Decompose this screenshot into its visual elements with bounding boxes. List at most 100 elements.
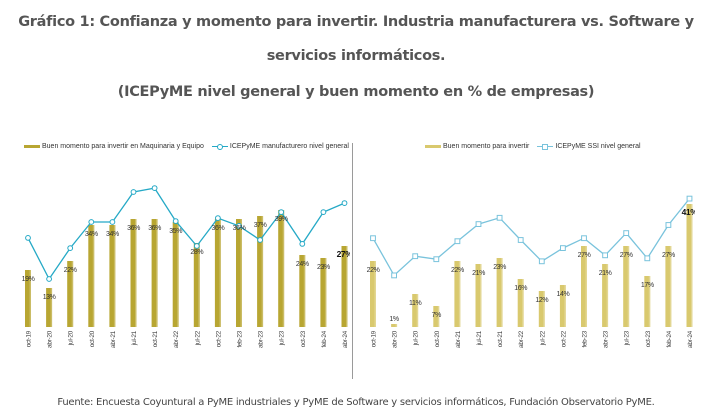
software-index-point-jul-23 [623, 230, 630, 236]
manufacturing-index-point-abr-22 [172, 218, 179, 224]
manufacturing-x-tick-oct-20: oct-20 [89, 330, 96, 347]
software-index-line [372, 198, 691, 277]
software-bar-highlight [374, 261, 376, 327]
software-bar-abr-20 [391, 324, 398, 327]
software-data-label-abr-24: 41% [682, 207, 695, 217]
software-index-point-oct-19 [370, 235, 376, 242]
manufacturing-x-tick-jul-20: jul-20 [68, 330, 75, 346]
manufacturing-data-label-oct-20: 34% [85, 231, 98, 238]
manufacturing-x-tick-abr-23: abr-23 [258, 330, 265, 348]
software-bar-abr-21 [454, 261, 461, 327]
software-x-tick-abr-22: abr-22 [518, 330, 525, 348]
software-x-tick-jul-22: jul-22 [539, 330, 546, 346]
software-x-tick-feb-24: feb-24 [666, 330, 673, 347]
manufacturing-data-label-jul-22: 28% [190, 249, 203, 256]
software-data-label-oct-21: 23% [493, 264, 506, 271]
software-data-label-jul-20: 11% [409, 300, 421, 307]
software-x-tick-oct-22: oct-22 [560, 330, 567, 347]
software-bar-highlight [543, 291, 545, 327]
software-data-label-oct-20: 7% [432, 312, 441, 319]
software-index-point-abr-21 [454, 238, 461, 245]
software-index-point-jul-20 [412, 253, 419, 260]
manufacturing-bar-abr-20 [46, 288, 53, 327]
software-data-label-oct-19: 22% [367, 267, 380, 274]
software-x-tick-abr-24: abr-24 [687, 330, 694, 348]
software-index-point-jul-21 [475, 221, 482, 228]
software-bar-highlight [480, 264, 482, 327]
manufacturing-x-tick-abr-24: abr-24 [342, 330, 349, 348]
manufacturing-index-line [27, 187, 345, 281]
manufacturing-index-point-abr-24 [341, 200, 348, 206]
software-bar-highlight [648, 276, 651, 327]
chart-subtitle: (ICEPyME nivel general y buen momento en… [117, 84, 595, 100]
software-bar-highlight [458, 261, 461, 327]
software-index-point-abr-22 [517, 237, 524, 243]
manufacturing-bar-feb-23 [236, 219, 242, 327]
manufacturing-bar-highlight [240, 219, 242, 327]
software-bar-highlight [606, 264, 609, 327]
manufacturing-bar-highlight [219, 219, 221, 327]
chart-software: 22% 1% 11% 7% 22% 21% 23% 16% 12% 14% 27% 21% 27% 17%… [367, 195, 695, 348]
manufacturing-bar-highlight [177, 222, 179, 327]
manufacturing-bar-jul-23 [278, 210, 285, 327]
software-bar-highlight [437, 306, 440, 327]
manufacturing-bar-oct-23 [299, 255, 306, 327]
manufacturing-bar-highlight [261, 216, 264, 327]
software-data-label-feb-23: 27% [578, 252, 591, 259]
manufacturing-x-tick-abr-20: abr-20 [47, 330, 54, 348]
manufacturing-x-tick-oct-21: oct-21 [152, 330, 159, 347]
manufacturing-data-label-abr-20: 13% [43, 294, 56, 301]
software-data-label-abr-23: 21% [599, 270, 612, 277]
software-data-label-jul-21: 21% [472, 270, 485, 277]
software-data-label-abr-21: 22% [451, 267, 464, 274]
software-x-tick-jul-20: jul-20 [413, 330, 420, 346]
manufacturing-x-tick-jul-23: jul-23 [279, 330, 286, 346]
software-x-tick-oct-19: oct-19 [371, 330, 378, 347]
manufacturing-data-label-jul-20: 22% [64, 267, 77, 274]
manufacturing-bar-highlight [156, 219, 158, 327]
source-footnote: Fuente: Encuesta Coyuntural a PyME indus… [57, 397, 655, 408]
square-marker-icon [542, 143, 549, 150]
software-data-label-abr-22: 16% [514, 285, 527, 292]
manufacturing-x-tick-feb-24: feb-24 [321, 330, 328, 347]
manufacturing-bar-abr-21 [109, 225, 116, 327]
legend-label-manufacturing-line: ICEPyME manufacturero nivel general [229, 142, 349, 150]
legend-bar-swatch-software [425, 144, 441, 148]
software-bar-abr-22 [517, 279, 524, 327]
software-x-tick-abr-20: abr-20 [392, 330, 399, 348]
manufacturing-data-label-abr-21: 34% [106, 231, 119, 238]
manufacturing-index-point-jul-23 [278, 209, 285, 215]
software-index-point-jul-22 [538, 258, 545, 265]
manufacturing-index-point-oct-21 [151, 185, 158, 192]
manufacturing-x-tick-oct-19: oct-19 [26, 330, 33, 347]
software-bar-highlight [564, 285, 566, 327]
manufacturing-bar-jul-21 [130, 219, 137, 327]
manufacturing-index-point-abr-23 [257, 237, 264, 243]
manufacturing-data-label-oct-23: 24% [296, 261, 309, 268]
software-index-point-feb-24 [665, 222, 672, 228]
software-index-point-oct-23 [644, 255, 651, 262]
manufacturing-bar-oct-22 [214, 219, 221, 327]
software-bar-oct-23 [644, 276, 651, 327]
software-bar-highlight [395, 324, 398, 327]
manufacturing-index-point-feb-24 [320, 209, 327, 215]
software-index-point-oct-22 [560, 245, 566, 251]
software-bar-jul-21 [475, 264, 482, 327]
software-bar-highlight [416, 294, 419, 327]
manufacturing-index-point-oct-22 [215, 215, 221, 221]
software-data-label-jul-23: 27% [620, 252, 633, 259]
software-data-label-feb-24: 27% [662, 252, 675, 259]
manufacturing-bar-feb-24 [320, 258, 327, 327]
software-index-point-oct-21 [496, 214, 503, 221]
manufacturing-index-point-jul-20 [67, 245, 74, 251]
software-data-label-oct-22: 14% [556, 291, 569, 298]
legend-right: Buen momento para invertir ICEPyME SSI n… [425, 142, 641, 150]
software-bar-highlight [691, 204, 693, 327]
manufacturing-bar-highlight [282, 210, 285, 327]
software-bar-highlight [522, 279, 524, 327]
software-data-label-jul-22: 12% [535, 297, 548, 304]
manufacturing-x-tick-abr-22: abr-22 [173, 330, 180, 348]
manufacturing-bar-highlight [324, 258, 327, 327]
software-x-tick-oct-21: oct-21 [497, 330, 504, 347]
manufacturing-x-tick-oct-22: oct-22 [215, 330, 222, 347]
